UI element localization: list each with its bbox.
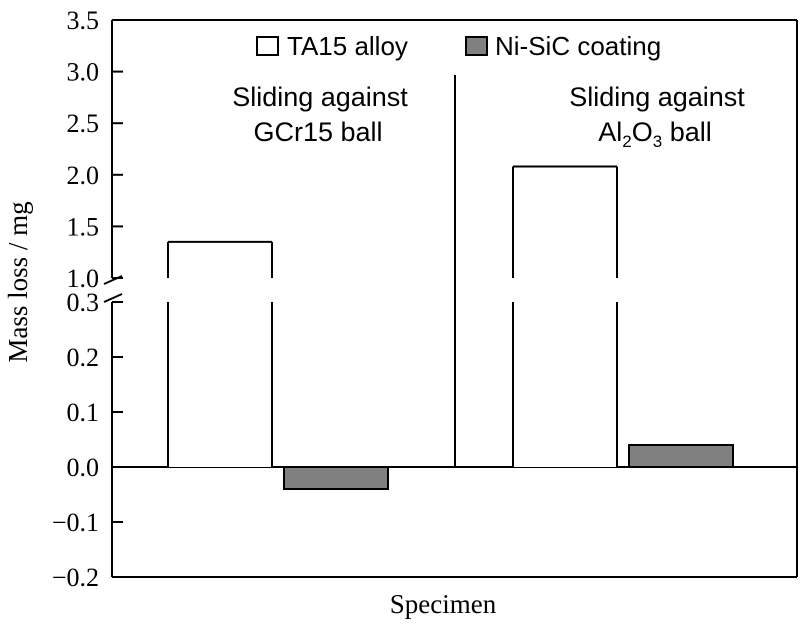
y-lower-tick-label-3: 0.1 [67,398,100,427]
bars [167,165,734,490]
y-upper-tick-label-5: 3.5 [67,6,100,35]
y-upper-tick-label-1: 1.5 [67,212,100,241]
y-axis-title: Mass loss / mg [3,201,33,362]
axis-break-mark-bottom [103,293,123,303]
legend-label-nisic: Ni-SiC coating [495,31,661,61]
y-ticks-upper: 1.0 1.5 2.0 2.5 3.0 3.5 [67,6,123,293]
y-upper-tick-label-4: 3.0 [67,58,100,87]
bar-ni-sic-coating-group1 [283,466,389,490]
y-lower-tick-label-0: −0.2 [52,563,99,592]
group2-label-line2: Al2O3 ball [598,117,712,151]
y-ticks-lower: −0.2 −0.1 0.0 0.1 0.2 0.3 [52,288,123,592]
y-lower-tick-label-1: −0.1 [52,508,99,537]
group2-label-line1: Sliding against [569,82,745,112]
legend-swatch-nisic [465,36,488,56]
plot-frame [103,19,798,578]
group1-label-line2: GCr15 ball [253,117,382,147]
y-upper-tick-label-3: 2.5 [67,109,100,138]
legend-swatch-ta15 [256,36,279,56]
bar-ta15-alloy-group2-fill [513,166,617,467]
bar-ni-sic-coating-group2 [628,444,734,468]
y-lower-tick-label-2: 0.0 [67,453,100,482]
legend: TA15 alloy Ni-SiC coating [256,31,661,61]
x-axis-title: Specimen [390,589,497,619]
group1-label-line1: Sliding against [232,82,408,112]
y-lower-tick-label-5: 0.3 [67,288,100,317]
bar-ta15-alloy-group2 [512,165,618,467]
y-upper-tick-label-0: 1.0 [67,264,100,293]
y-lower-tick-label-4: 0.2 [67,343,100,372]
legend-label-ta15: TA15 alloy [287,31,408,61]
bar-ta15-alloy-group1 [167,240,273,467]
y-upper-tick-label-2: 2.0 [67,161,100,190]
bar-ta15-alloy-group1-fill [168,241,272,467]
